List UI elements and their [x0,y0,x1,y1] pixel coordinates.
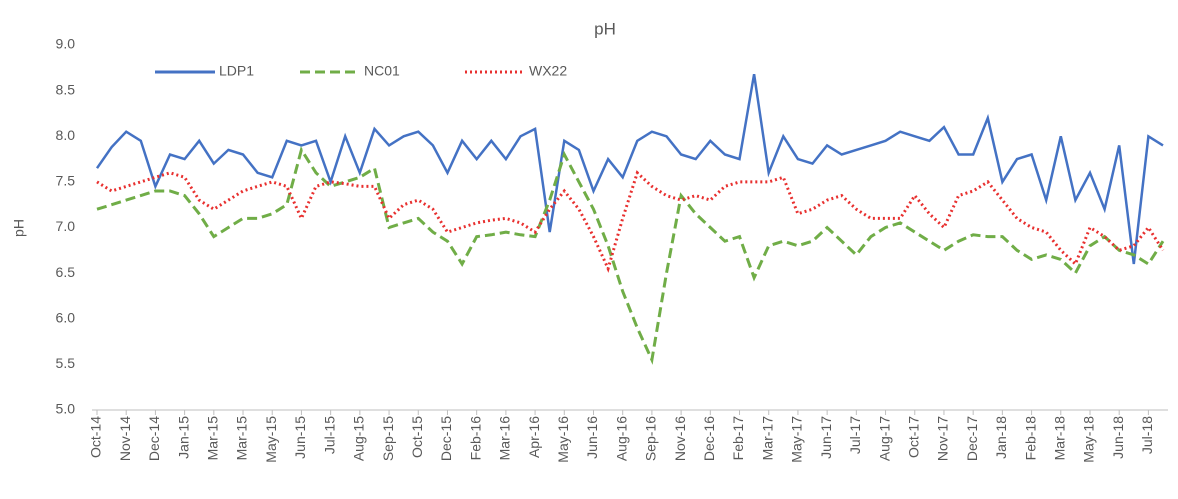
chart-title: pH [594,19,616,38]
x-tick-label: Sep-16 [643,416,659,461]
line-series [96,170,1165,273]
x-tick-label: Aug-15 [351,416,367,461]
x-tick-label: Jul-18 [1139,416,1155,454]
y-tick-label: 7.0 [56,218,76,234]
x-tick-label: Jun-16 [584,416,600,459]
x-tick-label: Oct-14 [88,416,104,458]
x-tick-label: May-17 [789,416,805,463]
line-series [95,73,1164,265]
x-tick-label: Aug-16 [613,416,629,461]
x-tick-label: Jan-18 [993,416,1009,459]
x-tick-label: Dec-17 [964,416,980,461]
x-tick-label: Feb-16 [467,416,483,461]
x-tick-label: Mar-16 [497,416,513,461]
y-tick-label: 9.0 [56,36,76,52]
y-tick-label: 5.0 [56,401,76,417]
x-tick-label: Oct-15 [409,416,425,458]
x-tick-label: Nov-16 [672,416,688,461]
y-tick-label: 8.5 [56,81,76,97]
x-tick-label: Nov-14 [117,416,133,461]
x-tick-label: Aug-17 [876,416,892,461]
x-tick-label: Jun-17 [818,416,834,459]
x-tick-label: Mar-15 [234,416,250,461]
y-tick-label: 8.0 [56,127,76,143]
x-tick-label: May-15 [263,416,279,463]
x-tick-label: Jul-17 [847,416,863,454]
y-tick-label: 6.5 [56,264,76,280]
x-tick-label: Oct-17 [905,416,921,458]
legend-label: WX22 [529,63,567,79]
x-tick-label: Nov-17 [935,416,951,461]
x-tick-label: Dec-16 [701,416,717,461]
x-tick-label: Jan-15 [175,416,191,459]
x-tick-label: Mar-17 [759,416,775,461]
x-tick-label: Dec-14 [146,416,162,461]
legend-label: LDP1 [219,63,254,79]
x-tick-label: Jul-15 [321,416,337,454]
x-tick-label: Apr-16 [526,416,542,458]
x-tick-label: Sep-15 [380,416,396,461]
x-tick-label: May-16 [555,416,571,463]
x-tick-label: Mar-15 [205,416,221,461]
x-tick-label: Feb-17 [730,416,746,461]
x-tick-label: Jun-18 [1110,416,1126,459]
x-tick-label: Dec-15 [438,416,454,461]
line-series [96,146,1165,365]
y-tick-label: 7.5 [56,173,76,189]
legend-label: NC01 [364,63,400,79]
y-tick-label: 5.5 [56,355,76,371]
x-tick-label: Mar-18 [1051,416,1067,461]
x-tick-label: Feb-18 [1022,416,1038,461]
y-tick-label: 6.0 [56,309,76,325]
x-tick-label: May-18 [1081,416,1097,463]
x-tick-label: Jun-15 [292,416,308,459]
y-axis-label: pH [11,219,27,237]
